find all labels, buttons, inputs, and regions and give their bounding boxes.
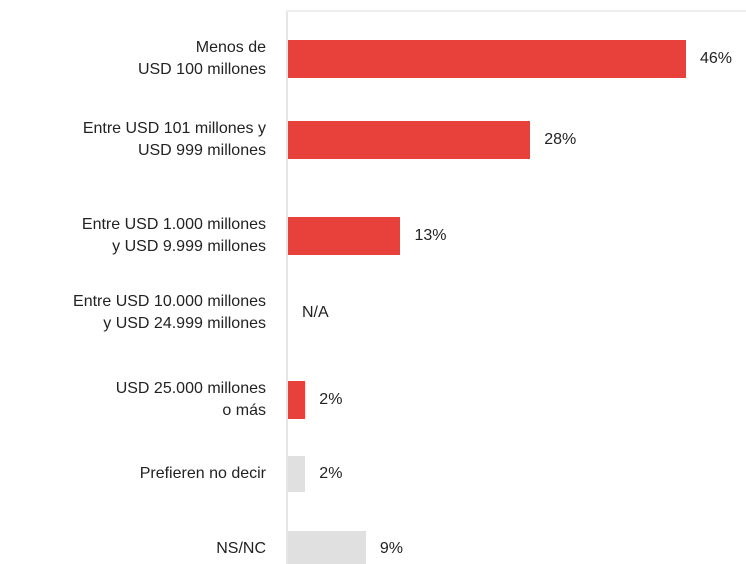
category-label: Entre USD 101 millones y USD 999 millone… [82,120,266,159]
bar [288,381,306,419]
category-label: Entre USD 1.000 millones y USD 9.999 mil… [81,216,266,255]
category-label: NS/NC [216,540,266,557]
value-label: 13% [414,227,447,244]
value-label: 2% [319,391,343,408]
value-label: 2% [319,465,343,482]
value-label: N/A [302,304,329,321]
value-label: 46% [700,50,733,67]
top-border [286,10,746,12]
category-label: USD 25.000 millones o más [115,380,266,419]
bar [288,121,531,159]
axis-line [286,10,288,564]
bar [288,531,366,564]
value-label: 9% [379,540,403,557]
bar [288,217,401,255]
bar [288,40,686,78]
bar [288,456,306,492]
value-label: 28% [544,131,577,148]
category-label: Prefieren no decir [139,465,266,482]
category-label: Menos de USD 100 millones [137,39,266,78]
category-label: Entre USD 10.000 millones y USD 24.999 m… [73,293,266,332]
